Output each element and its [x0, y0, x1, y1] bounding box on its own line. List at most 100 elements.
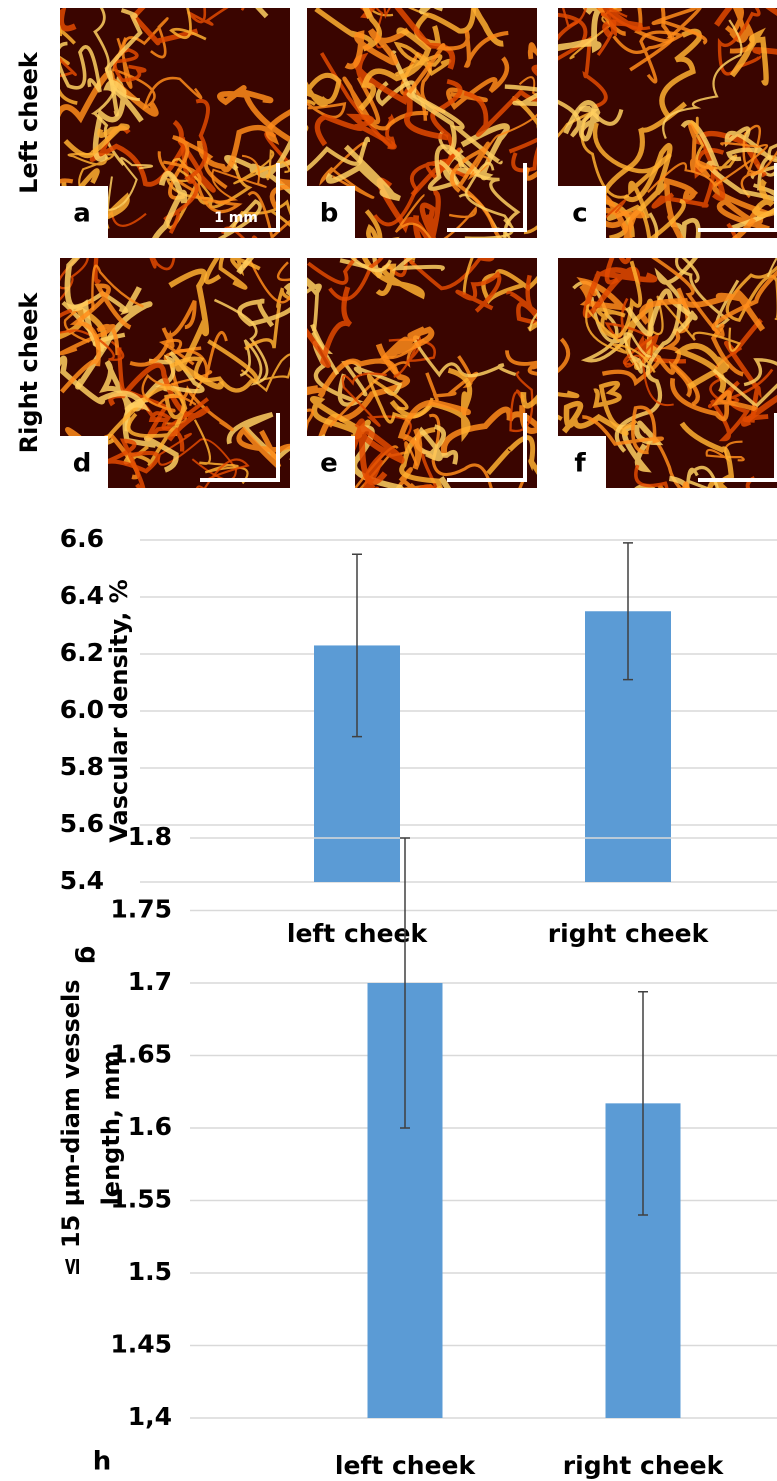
vessel — [314, 113, 397, 150]
oct-image: b — [307, 8, 537, 238]
vessel — [195, 458, 250, 488]
vessel — [684, 465, 719, 488]
vessel — [169, 339, 259, 393]
y-tick-label: 1.6 — [128, 1112, 172, 1141]
vessel — [563, 100, 601, 142]
vessel — [60, 355, 151, 413]
panel-label: e — [320, 449, 338, 479]
vessel — [527, 42, 537, 60]
vessel — [309, 396, 371, 441]
vessel — [60, 323, 120, 356]
vessel — [307, 286, 353, 368]
panel-label: c — [572, 199, 587, 229]
x-tick-label: left cheek — [287, 919, 429, 948]
vessel — [122, 396, 179, 473]
vessel — [63, 123, 130, 159]
vessel — [511, 95, 537, 129]
vessel — [391, 258, 445, 272]
vessel — [244, 287, 290, 351]
vessel — [116, 17, 169, 89]
vessel — [623, 332, 652, 374]
vessel — [724, 126, 773, 162]
vessel — [197, 109, 290, 173]
vessel — [520, 391, 537, 409]
vessel — [471, 8, 504, 47]
vessel — [397, 399, 471, 470]
vessel — [165, 157, 214, 201]
vessel — [695, 130, 767, 202]
y-tick-label: 1.5 — [128, 1257, 172, 1286]
vessel — [725, 265, 777, 323]
vessel — [60, 70, 159, 124]
vessel — [639, 289, 766, 332]
x-tick-label: right cheek — [548, 919, 710, 948]
vessel — [217, 85, 290, 142]
y-tick-label: 1.55 — [110, 1185, 172, 1214]
vessel — [314, 8, 382, 52]
oct-image: a 1 mm — [60, 8, 290, 238]
scale-bar — [447, 163, 527, 232]
vessel — [717, 8, 762, 76]
vessel — [740, 124, 777, 199]
vessel — [364, 209, 400, 238]
vessel — [596, 198, 686, 238]
vessel — [129, 300, 197, 367]
vessel — [98, 210, 147, 238]
vessel — [601, 101, 687, 238]
vessel — [509, 371, 534, 433]
vessel — [60, 24, 63, 37]
vessel — [463, 64, 537, 137]
vessel — [211, 154, 267, 204]
vessel — [710, 270, 777, 377]
vessel — [104, 8, 143, 117]
vessel — [307, 136, 371, 172]
vessel — [218, 199, 262, 238]
vessels — [558, 258, 777, 488]
vessel — [670, 217, 701, 238]
vessel — [592, 380, 638, 430]
vessel — [657, 481, 690, 488]
y-tick-label: 1,4 — [128, 1402, 172, 1431]
y-tick-label: 1.45 — [110, 1330, 172, 1359]
vessel — [506, 274, 537, 326]
vessel — [60, 41, 102, 93]
vessel — [213, 298, 269, 386]
vessels — [60, 258, 290, 488]
vessel — [674, 342, 730, 394]
vessel — [218, 258, 261, 290]
row-label: Left cheek — [15, 51, 43, 194]
vessel — [428, 413, 526, 488]
vessel — [662, 19, 743, 140]
vessel — [629, 8, 708, 72]
vessel — [169, 8, 207, 41]
error-bar — [400, 837, 410, 1129]
y-tick-label: 6.6 — [60, 524, 104, 553]
vessel — [558, 390, 580, 421]
vessel — [389, 367, 473, 442]
vessel — [269, 177, 290, 210]
panel-label: g — [74, 946, 104, 965]
y-axis-title: ≤ 15 μm-diam vessels — [57, 979, 85, 1276]
vessel — [307, 258, 384, 301]
vessel — [247, 191, 290, 238]
vessel — [106, 156, 153, 211]
vessel — [670, 377, 759, 422]
vessel — [585, 303, 656, 373]
vessel — [712, 358, 777, 408]
y-axis-title: Vascular density, % — [105, 579, 133, 843]
vessel — [572, 280, 632, 363]
vessel — [508, 137, 537, 173]
vessel — [467, 76, 537, 181]
oct-image: c — [558, 8, 777, 238]
vessel — [237, 282, 290, 328]
x-tick-label: right cheek — [563, 1451, 725, 1480]
vessel — [645, 437, 683, 488]
vessel — [141, 373, 197, 413]
vessel — [729, 27, 769, 86]
vessel — [592, 122, 672, 219]
vessel — [307, 72, 342, 107]
oct-image: f — [558, 258, 777, 488]
vessel — [203, 258, 222, 285]
panel-label-box — [558, 436, 606, 488]
vessel — [221, 226, 258, 238]
